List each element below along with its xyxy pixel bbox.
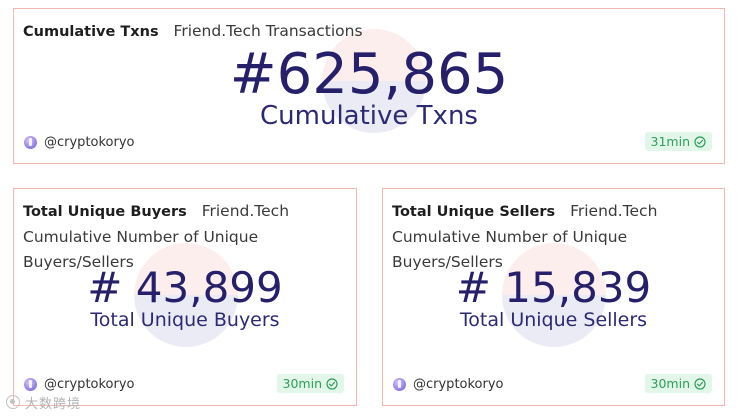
author-link[interactable]: @cryptokoryo xyxy=(24,133,135,151)
freshness-badge[interactable]: 30min xyxy=(644,374,712,393)
card-header: Cumulative Txns Friend.Tech Transactions xyxy=(23,19,715,45)
author-name[interactable]: @cryptokoryo xyxy=(413,376,504,392)
counter-label: Cumulative Txns xyxy=(260,101,478,131)
dune-logo-watermark-icon xyxy=(322,29,426,133)
check-circle-icon xyxy=(694,135,706,148)
card-subtitle: Friend.Tech xyxy=(201,202,290,220)
card-subtitle: Friend.Tech Transactions xyxy=(173,22,363,40)
counter-label: Total Unique Buyers xyxy=(90,309,280,331)
freshness-badge[interactable]: 30min xyxy=(276,374,344,393)
card-title[interactable]: Total Unique Buyers xyxy=(23,204,187,220)
counter-value: #625,865 xyxy=(229,42,509,107)
freshness-text: 31min xyxy=(650,134,690,149)
check-circle-icon xyxy=(326,377,338,390)
freshness-text: 30min xyxy=(282,376,322,391)
avatar-icon xyxy=(24,135,37,149)
counter-value: # 15,839 xyxy=(455,263,652,312)
counter-value: # 43,899 xyxy=(87,263,283,312)
dune-logo-watermark-icon xyxy=(502,243,606,347)
check-circle-icon xyxy=(694,377,706,390)
author-name[interactable]: @cryptokoryo xyxy=(44,134,135,150)
counter-label: Total Unique Sellers xyxy=(459,309,648,331)
card-description: Cumulative Number of Unique Buyers/Selle… xyxy=(23,228,259,271)
counter-card-unique-sellers: Total Unique Sellers Friend.Tech Cumulat… xyxy=(382,188,725,406)
freshness-text: 30min xyxy=(650,376,690,391)
author-link[interactable]: @cryptokoryo xyxy=(393,375,504,393)
watermark-logo-icon xyxy=(6,395,20,409)
card-description: Cumulative Number of Unique Buyers/Selle… xyxy=(392,228,628,271)
author-link[interactable]: @cryptokoryo xyxy=(24,375,135,393)
card-header: Total Unique Sellers Friend.Tech xyxy=(392,199,715,225)
counter-card-cumulative-txns: Cumulative Txns Friend.Tech Transactions… xyxy=(13,8,725,164)
dune-logo-watermark-icon xyxy=(134,243,238,347)
card-title[interactable]: Cumulative Txns xyxy=(23,24,159,40)
counter-card-unique-buyers: Total Unique Buyers Friend.Tech Cumulati… xyxy=(13,188,357,406)
freshness-badge[interactable]: 31min xyxy=(644,132,712,151)
avatar-icon xyxy=(24,377,37,391)
card-header: Total Unique Buyers Friend.Tech xyxy=(23,199,347,225)
source-watermark-text: 大数跨境 xyxy=(25,396,82,412)
avatar-icon xyxy=(393,377,406,391)
author-name[interactable]: @cryptokoryo xyxy=(44,376,135,392)
card-title[interactable]: Total Unique Sellers xyxy=(392,204,556,220)
source-watermark: 大数跨境 xyxy=(6,392,81,412)
card-subtitle: Friend.Tech xyxy=(570,202,658,220)
